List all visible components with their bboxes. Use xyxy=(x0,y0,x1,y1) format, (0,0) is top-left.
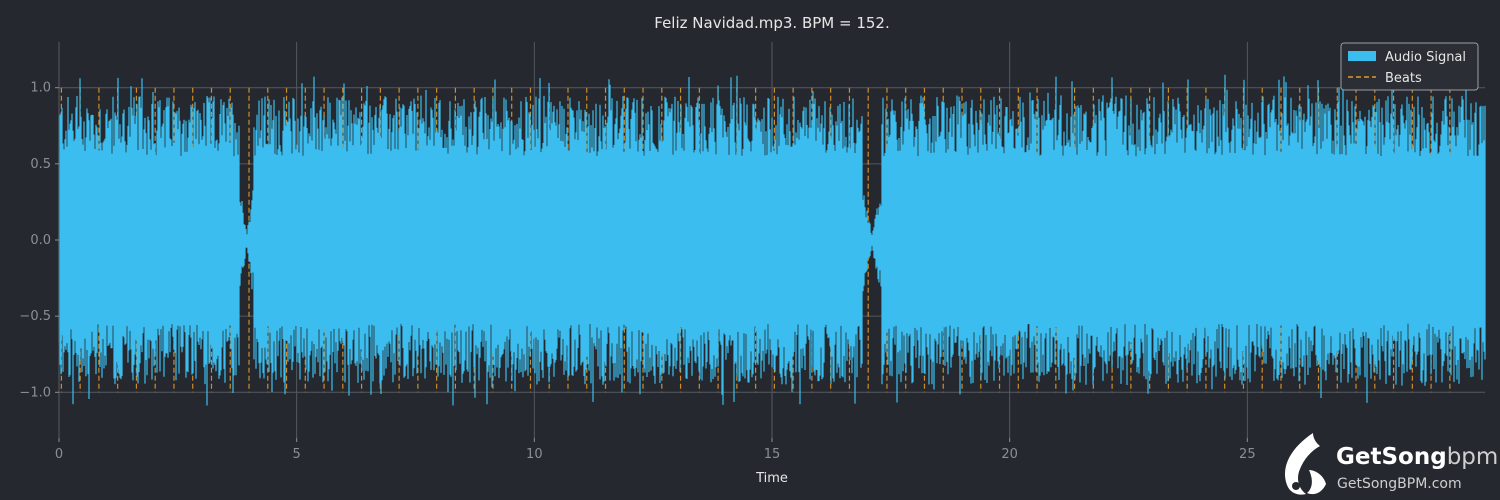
x-tick-label: 10 xyxy=(526,447,543,462)
x-tick-label: 25 xyxy=(1239,447,1256,462)
x-tick-label: 0 xyxy=(55,447,63,462)
x-tick-label: 5 xyxy=(293,447,301,462)
watermark-brand-prefix: GetSong xyxy=(1336,444,1447,470)
chart-title: Feliz Navidad.mp3. BPM = 152. xyxy=(654,14,889,32)
x-tick-label: 15 xyxy=(764,447,781,462)
legend-label-beats: Beats xyxy=(1385,71,1422,86)
x-axis-label: Time xyxy=(755,471,788,486)
y-tick-label: −0.5 xyxy=(19,309,51,324)
y-tick-label: 0.5 xyxy=(30,157,51,172)
x-tick-label: 20 xyxy=(1001,447,1018,462)
legend-label-audio-signal: Audio Signal xyxy=(1385,50,1466,65)
watermark-brand-suffix: bpm xyxy=(1447,444,1499,470)
y-tick-label: 0.0 xyxy=(30,233,51,248)
svg-text:GetSongbpm: GetSongbpm xyxy=(1336,444,1498,470)
music-note-bird-icon xyxy=(1284,433,1326,495)
audio-signal-waveform xyxy=(58,74,1486,406)
y-tick-label: −1.0 xyxy=(19,385,51,400)
y-tick-label: 1.0 xyxy=(30,81,51,96)
watermark: GetSongbpm GetSongBPM.com xyxy=(1284,433,1498,495)
x-axis-ticks: 0 5 10 15 20 25 xyxy=(55,438,1256,462)
legend-swatch-audio-signal xyxy=(1348,51,1376,61)
legend: Audio Signal Beats xyxy=(1340,42,1479,91)
waveform-path xyxy=(58,74,1486,406)
watermark-url: GetSongBPM.com xyxy=(1337,476,1462,492)
y-axis-ticks: 1.0 0.5 0.0 −0.5 −1.0 xyxy=(19,81,59,400)
